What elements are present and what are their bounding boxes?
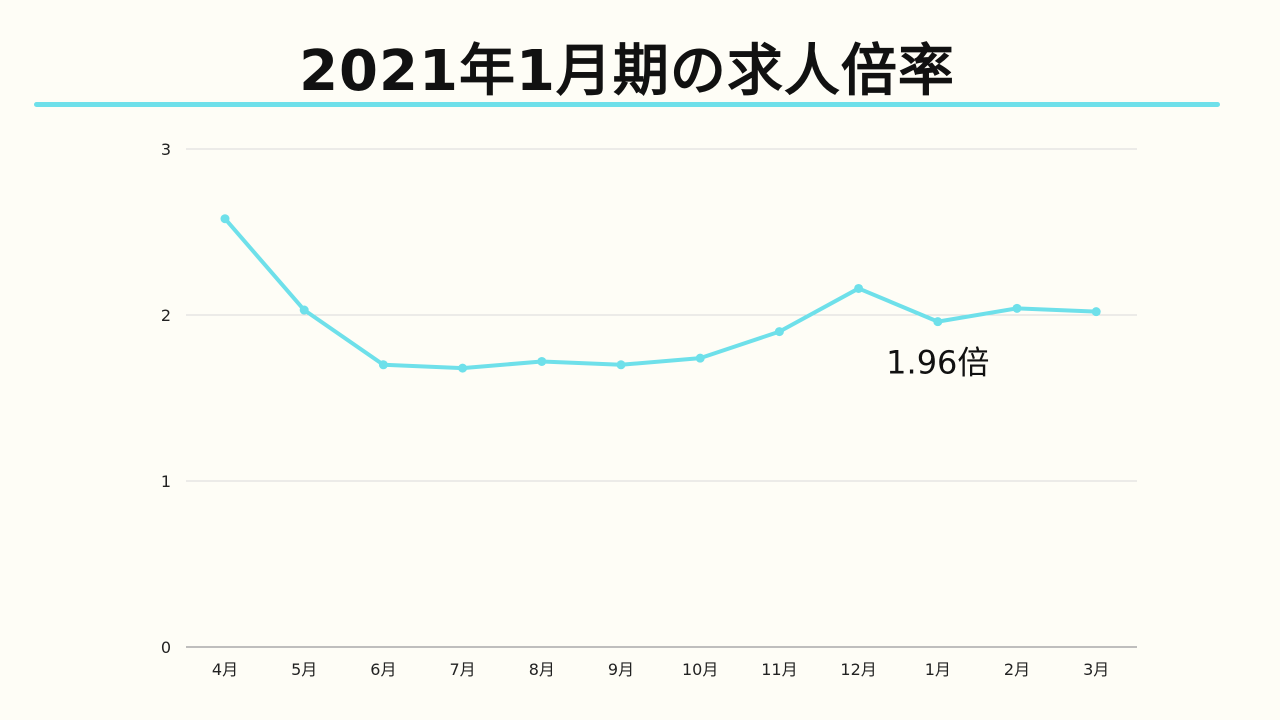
x-tick-label: 6月 [370, 660, 396, 679]
y-tick-label: 1 [161, 472, 171, 491]
x-tick-label: 3月 [1083, 660, 1109, 679]
x-tick-label: 10月 [682, 660, 718, 679]
x-tick-label: 7月 [450, 660, 476, 679]
data-point [616, 360, 626, 370]
y-tick-label: 2 [161, 306, 171, 325]
x-axis-ticks: 4月 5月 6月 7月 8月 9月 10月 11月 12月 1月 2月 3月 [212, 660, 1109, 679]
data-point [933, 317, 943, 327]
gridlines [186, 148, 1137, 648]
data-point [1091, 307, 1101, 317]
x-tick-label: 2月 [1004, 660, 1030, 679]
x-tick-label: 1月 [925, 660, 951, 679]
y-tick-label: 3 [161, 140, 171, 159]
x-tick-label: 11月 [761, 660, 797, 679]
data-point [854, 283, 864, 293]
data-point [695, 353, 705, 363]
data-point [458, 363, 468, 373]
data-point [774, 327, 784, 337]
x-tick-label: 9月 [608, 660, 634, 679]
data-point [220, 214, 230, 224]
x-tick-label: 8月 [529, 660, 555, 679]
x-tick-label: 4月 [212, 660, 238, 679]
data-point [537, 356, 547, 366]
chart-title: 2021年1月期の求人倍率 [299, 39, 955, 104]
y-axis-ticks: 0 1 2 3 [161, 140, 171, 657]
title-underline [34, 102, 1220, 107]
data-point [378, 360, 388, 370]
series-line [223, 216, 1099, 371]
x-tick-label: 5月 [291, 660, 317, 679]
data-point [1012, 303, 1022, 313]
series [220, 214, 1101, 373]
data-point [299, 305, 309, 315]
annotations: 1.96倍 [886, 344, 989, 382]
y-tick-label: 0 [161, 638, 171, 657]
value-annotation: 1.96倍 [886, 344, 989, 382]
x-tick-label: 12月 [840, 660, 876, 679]
